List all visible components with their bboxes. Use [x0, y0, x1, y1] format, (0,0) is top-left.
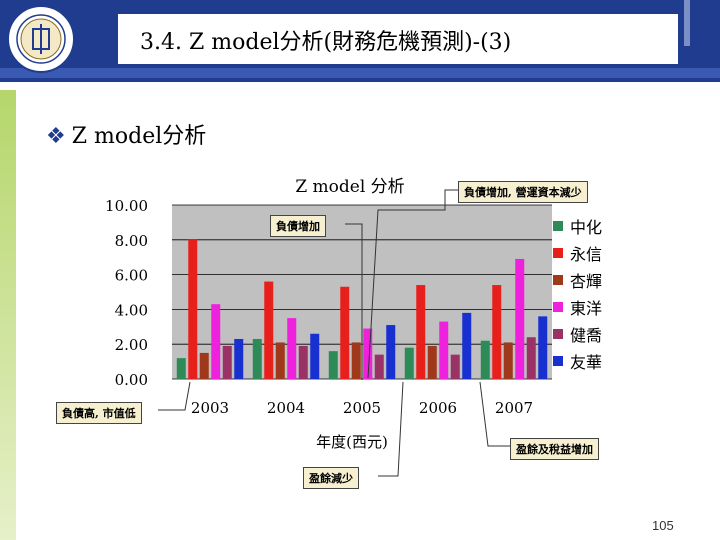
bar — [275, 342, 285, 379]
x-tick-label: 2004 — [267, 399, 305, 417]
legend-swatch — [553, 275, 563, 285]
bar — [526, 337, 536, 379]
bar — [386, 325, 396, 379]
bullet-item: ❖ Z model分析 — [46, 118, 206, 150]
bar — [351, 342, 361, 379]
callout-high-debt-low-value: 負債高, 市值低 — [56, 402, 142, 424]
bar — [234, 338, 244, 379]
callout-profit-retained-increase: 盈餘及稅益增加 — [510, 438, 599, 460]
y-tick-label: 2.00 — [115, 336, 148, 354]
y-tick-label: 10.00 — [105, 197, 148, 215]
legend-label: 健喬 — [570, 326, 602, 345]
y-tick-label: 4.00 — [115, 301, 148, 319]
legend-swatch — [553, 221, 563, 231]
bullet-text: Z model分析 — [71, 124, 207, 149]
bar — [416, 285, 426, 379]
bar — [515, 258, 525, 379]
diamond-bullet-icon: ❖ — [46, 124, 66, 149]
legend-swatch — [553, 329, 563, 339]
bar — [427, 345, 437, 379]
bar — [264, 281, 274, 379]
bar — [328, 351, 338, 379]
bar — [176, 358, 186, 379]
legend-swatch — [553, 356, 563, 366]
bar — [492, 285, 502, 379]
leader-line — [158, 381, 191, 411]
bar — [538, 316, 548, 379]
legend-swatch — [553, 302, 563, 312]
y-tick-label: 0.00 — [115, 371, 148, 389]
legend-label: 東洋 — [570, 299, 602, 318]
legend-label: 永信 — [570, 245, 602, 264]
callout-debt-increase-capital-decrease: 負債增加, 營運資本減少 — [458, 181, 588, 203]
bar — [503, 342, 513, 379]
bar — [287, 318, 297, 379]
bar — [222, 345, 232, 379]
x-tick-label: 2007 — [495, 399, 533, 417]
page-number: 105 — [652, 518, 674, 533]
x-tick-label: 2003 — [191, 399, 229, 417]
university-seal-icon — [7, 5, 75, 73]
header-accent-bar — [684, 0, 690, 46]
callout-profit-decrease: 盈餘減少 — [303, 467, 359, 489]
bar — [252, 338, 262, 379]
leader-line — [345, 223, 363, 380]
bar — [439, 321, 449, 379]
leader-line — [378, 381, 404, 477]
bar — [404, 347, 414, 379]
bar — [363, 328, 373, 379]
bar — [450, 354, 460, 379]
y-tick-label: 6.00 — [115, 267, 148, 285]
bar — [310, 333, 320, 379]
header-stripe — [0, 68, 720, 78]
legend-label: 杏輝 — [570, 272, 602, 291]
slide-title: 3.4. Z model分析(財務危機預測)-(3) — [140, 30, 512, 55]
left-accent-stripe — [0, 90, 16, 540]
leader-line — [479, 381, 510, 447]
x-axis-label: 年度(西元) — [316, 433, 388, 451]
y-tick-label: 8.00 — [115, 232, 148, 250]
bar — [480, 340, 490, 379]
bar — [298, 345, 308, 379]
callout-debt-increase: 負債增加 — [270, 215, 326, 237]
bar — [211, 304, 221, 379]
x-tick-label: 2006 — [419, 399, 457, 417]
bar — [188, 239, 198, 379]
title-box — [118, 14, 678, 64]
bar — [374, 354, 384, 379]
legend-label: 友華 — [570, 353, 602, 372]
legend-label: 中化 — [570, 218, 602, 237]
x-tick-label: 2005 — [343, 399, 381, 417]
legend-swatch — [553, 248, 563, 258]
leader-line — [367, 189, 458, 379]
chart-title: Z model 分析 — [295, 177, 404, 197]
bar — [462, 312, 472, 379]
bar — [340, 286, 350, 379]
bar — [199, 352, 209, 379]
